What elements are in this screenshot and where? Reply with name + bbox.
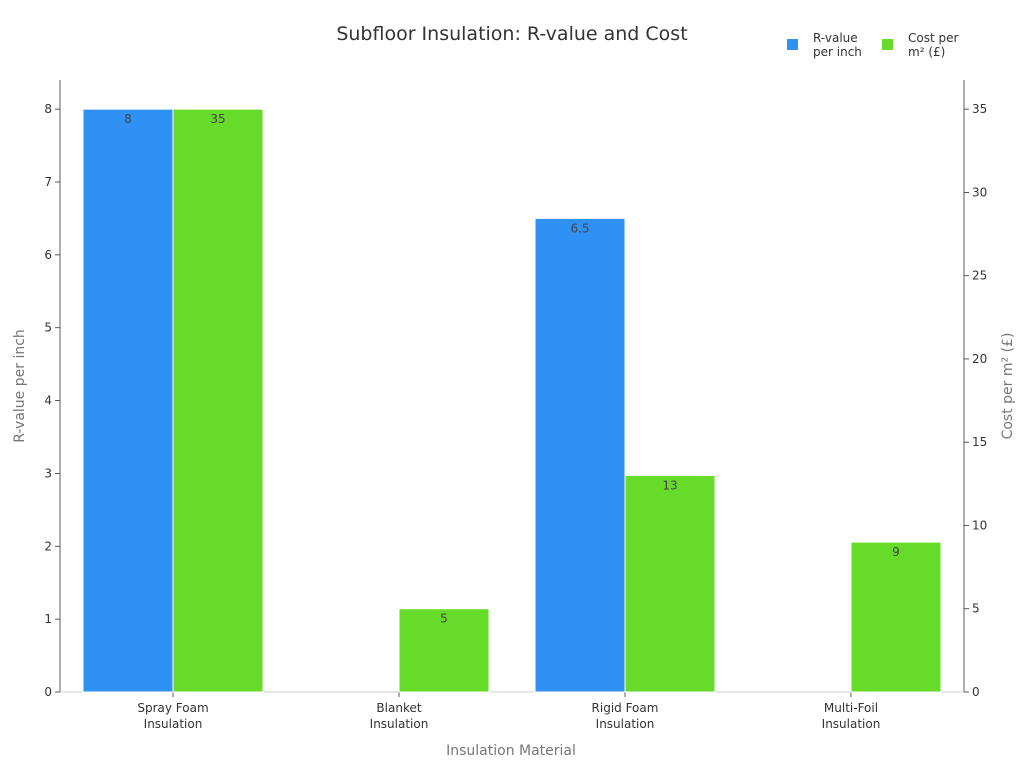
bar (850, 541, 942, 693)
legend-swatch (882, 39, 893, 50)
y-tick-label: 2 (44, 539, 52, 553)
y-tick-label: 3 (44, 466, 52, 480)
x-tick-label: Spray Foam Insulation (137, 701, 208, 731)
bar-value-label: 8 (124, 112, 132, 126)
bar (172, 108, 264, 693)
bar-value-label: 35 (210, 112, 225, 126)
y2-tick-label: 25 (972, 269, 987, 283)
x-tick-label: Multi-Foil Insulation (822, 701, 881, 731)
y-tick-label: 1 (44, 612, 52, 626)
legend-label-line: R-value (813, 31, 858, 45)
y2-tick-label: 30 (972, 185, 987, 199)
bar-value-label: 13 (662, 479, 677, 493)
x-tick-label-line: Spray Foam (137, 701, 208, 715)
y-tick-label: 0 (44, 685, 52, 699)
legend-label: Cost per m² (£) (908, 31, 958, 59)
x-axis-label: Insulation Material (446, 743, 576, 759)
y2-tick-label: 10 (972, 518, 987, 532)
bar (82, 108, 174, 693)
legend-label-line: per inch (813, 45, 862, 59)
y-tick-label: 7 (44, 175, 52, 189)
bar-labels: 8 35 5 6.5 13 9 (124, 112, 900, 626)
bar (534, 217, 626, 693)
legend-swatch (787, 39, 798, 50)
y2-tick-label: 20 (972, 352, 987, 366)
legend: R-value per inch Cost per m² (£) (787, 31, 958, 59)
bars (82, 108, 942, 693)
y2-tick-label: 0 (972, 685, 980, 699)
bar (398, 608, 490, 693)
y2-tick-label: 5 (972, 602, 980, 616)
chart-title: Subfloor Insulation: R-value and Cost (336, 23, 687, 45)
x-tick-label-line: Insulation (822, 717, 881, 731)
x-tick-label-line: Multi-Foil (824, 701, 878, 715)
bar-value-label: 9 (892, 545, 900, 559)
y-tick-label: 4 (44, 394, 52, 408)
x-tick-label-line: Insulation (370, 717, 429, 731)
legend-label-line: m² (£) (908, 45, 945, 59)
y2-tick-label: 35 (972, 102, 987, 116)
y-tick-label: 8 (44, 102, 52, 116)
x-tick-label-line: Insulation (144, 717, 203, 731)
legend-label: R-value per inch (813, 31, 862, 59)
y2-tick-label: 15 (972, 435, 987, 449)
y-tick-label: 6 (44, 248, 52, 262)
x-tick-label-line: Rigid Foam (592, 701, 659, 715)
x-tick-label: Rigid Foam Insulation (592, 701, 659, 731)
bar-value-label: 6.5 (570, 221, 589, 235)
bar-value-label: 5 (440, 612, 448, 626)
bar (624, 475, 716, 693)
x-tick-label-line: Blanket (376, 701, 421, 715)
y-tick-label: 5 (44, 321, 52, 335)
y-axis-label: R-value per inch (12, 329, 28, 443)
legend-label-line: Cost per (908, 31, 958, 45)
x-tick-label-line: Insulation (596, 717, 655, 731)
y2-axis-label: Cost per m² (£) (1000, 333, 1016, 440)
x-tick-label: Blanket Insulation (370, 701, 429, 731)
